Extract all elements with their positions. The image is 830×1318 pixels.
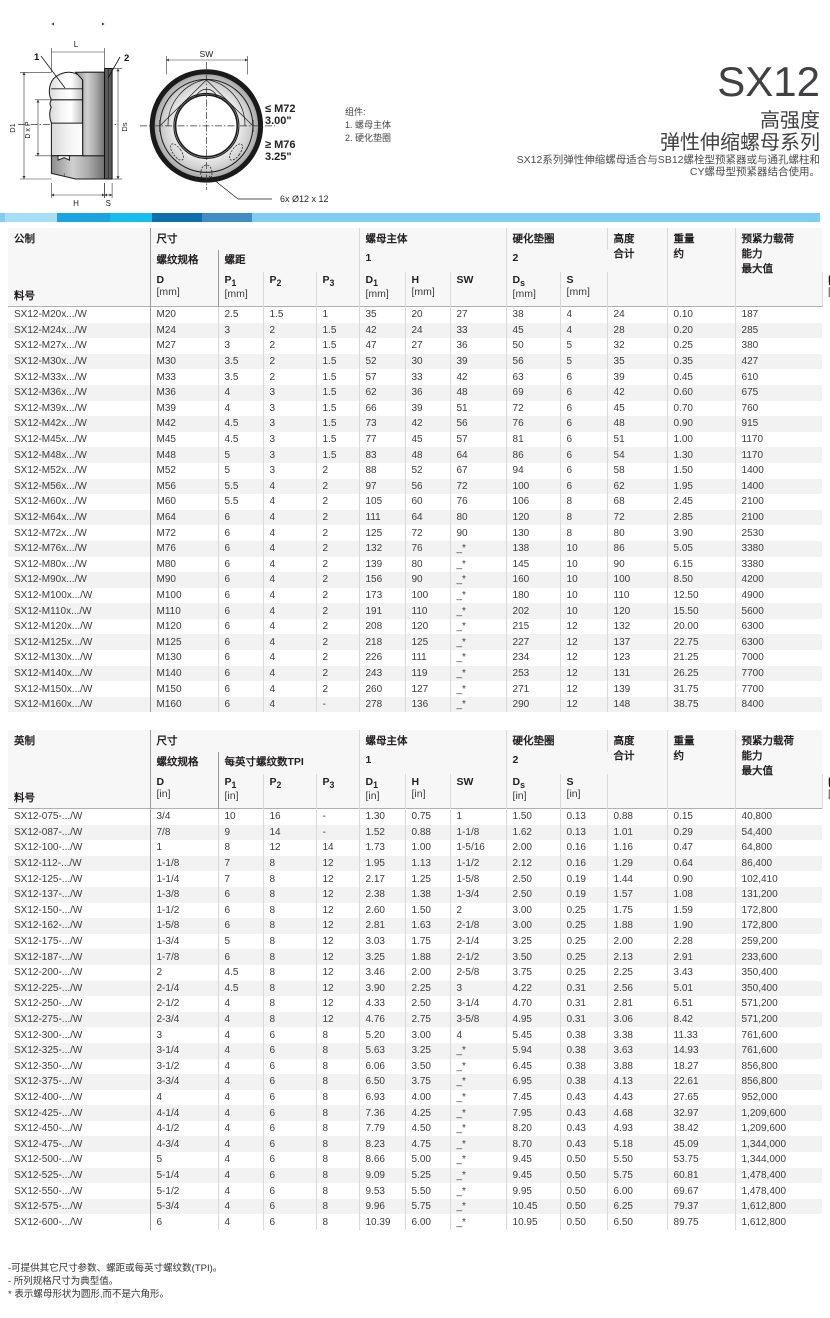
svg-text:Ds: Ds <box>120 122 129 131</box>
svg-text:L: L <box>74 40 79 49</box>
svg-text:S: S <box>106 199 111 208</box>
svg-text:SW: SW <box>200 49 214 59</box>
svg-text:≤ M72: ≤ M72 <box>265 103 296 115</box>
svg-text:2: 2 <box>124 53 129 64</box>
svg-text:D x P: D x P <box>25 121 32 138</box>
svg-text:≥ M76: ≥ M76 <box>265 139 296 151</box>
svg-text:H: H <box>73 199 79 208</box>
svg-text:D1: D1 <box>8 123 17 133</box>
svg-text:3.25": 3.25" <box>265 151 292 163</box>
svg-text:6x Ø12 x 12: 6x Ø12 x 12 <box>280 194 329 204</box>
svg-text:1: 1 <box>34 52 40 63</box>
svg-text:3.00": 3.00" <box>265 115 292 127</box>
